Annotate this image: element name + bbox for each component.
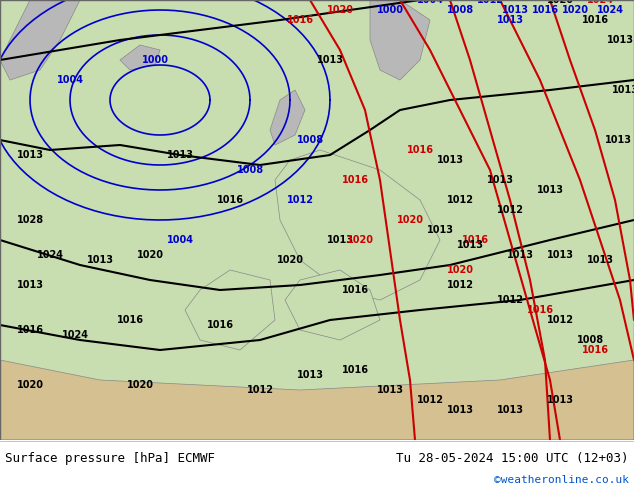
Text: 1013: 1013: [496, 405, 524, 415]
Text: ©weatheronline.co.uk: ©weatheronline.co.uk: [494, 475, 629, 485]
Text: 1012: 1012: [287, 195, 313, 205]
Text: 1013: 1013: [586, 255, 614, 265]
Polygon shape: [370, 0, 430, 80]
Text: 1013: 1013: [297, 370, 323, 380]
Text: 1012: 1012: [496, 295, 524, 305]
Text: 1013: 1013: [86, 255, 113, 265]
Polygon shape: [0, 360, 634, 440]
Text: 1016: 1016: [462, 235, 489, 245]
Text: 1012: 1012: [446, 280, 474, 290]
Text: 1013: 1013: [316, 55, 344, 65]
Text: 1028: 1028: [16, 215, 44, 225]
Text: 1004: 1004: [167, 235, 193, 245]
Text: 1012: 1012: [477, 0, 503, 5]
Text: 1020: 1020: [446, 265, 474, 275]
Text: 1020: 1020: [327, 5, 354, 15]
Polygon shape: [120, 45, 160, 70]
Text: 1013: 1013: [327, 235, 354, 245]
Text: 1013: 1013: [501, 5, 529, 15]
Text: 1016: 1016: [581, 15, 609, 25]
Text: 1013: 1013: [547, 250, 574, 260]
Text: 1020: 1020: [16, 380, 44, 390]
Text: 1013: 1013: [486, 175, 514, 185]
Text: 1013: 1013: [456, 240, 484, 250]
Text: 1020: 1020: [347, 235, 373, 245]
Text: 1024: 1024: [61, 330, 89, 340]
Text: 1013: 1013: [16, 280, 44, 290]
Text: 1016: 1016: [406, 145, 434, 155]
Text: 1013: 1013: [612, 85, 634, 95]
Text: 1020: 1020: [396, 215, 424, 225]
Text: 1008: 1008: [576, 335, 604, 345]
Text: 1013: 1013: [604, 135, 631, 145]
Text: 1016: 1016: [342, 365, 368, 375]
Text: 1008: 1008: [236, 165, 264, 175]
Text: 1016: 1016: [287, 15, 313, 25]
Text: 1016: 1016: [526, 305, 553, 315]
Text: 1013: 1013: [547, 395, 574, 405]
Polygon shape: [285, 270, 380, 340]
Text: 1016: 1016: [117, 315, 143, 325]
Polygon shape: [185, 270, 275, 350]
Text: 1016: 1016: [581, 345, 609, 355]
Text: 1013: 1013: [607, 35, 633, 45]
Text: 1013: 1013: [496, 15, 524, 25]
Text: 1020: 1020: [562, 5, 588, 15]
Text: 1013: 1013: [427, 225, 453, 235]
Polygon shape: [275, 150, 440, 300]
Text: 1013: 1013: [16, 150, 44, 160]
Text: 1024: 1024: [37, 250, 63, 260]
Text: 1016: 1016: [531, 5, 559, 15]
Text: 1020: 1020: [276, 255, 304, 265]
Text: 1000: 1000: [377, 5, 403, 15]
Text: 1016: 1016: [342, 285, 368, 295]
Text: 1013: 1013: [167, 150, 193, 160]
Text: 1016: 1016: [216, 195, 243, 205]
Text: 1020: 1020: [136, 250, 164, 260]
Text: 1004: 1004: [56, 75, 84, 85]
Text: 1012: 1012: [417, 395, 444, 405]
Text: Tu 28-05-2024 15:00 UTC (12+03): Tu 28-05-2024 15:00 UTC (12+03): [396, 451, 629, 465]
Text: 1000: 1000: [141, 55, 169, 65]
Text: 1012: 1012: [247, 385, 273, 395]
Text: 1016: 1016: [342, 175, 368, 185]
Text: 1020: 1020: [547, 0, 574, 5]
Text: 1004: 1004: [417, 0, 444, 5]
Text: 1008: 1008: [297, 135, 323, 145]
Text: 1016: 1016: [207, 320, 233, 330]
Text: 1012: 1012: [547, 315, 574, 325]
Text: 1013: 1013: [377, 385, 403, 395]
Text: 1008: 1008: [446, 5, 474, 15]
Text: 1024: 1024: [597, 5, 623, 15]
Text: 1016: 1016: [16, 325, 44, 335]
Text: Surface pressure [hPa] ECMWF: Surface pressure [hPa] ECMWF: [5, 451, 215, 465]
Polygon shape: [270, 90, 305, 145]
Text: 1013: 1013: [446, 405, 474, 415]
Text: 1012: 1012: [496, 205, 524, 215]
Text: 1012: 1012: [446, 195, 474, 205]
Text: 1020: 1020: [127, 380, 153, 390]
Text: 1013: 1013: [536, 185, 564, 195]
Text: 1013: 1013: [436, 155, 463, 165]
Text: 1013: 1013: [507, 250, 533, 260]
Text: 1024: 1024: [586, 0, 614, 5]
Polygon shape: [0, 0, 80, 80]
